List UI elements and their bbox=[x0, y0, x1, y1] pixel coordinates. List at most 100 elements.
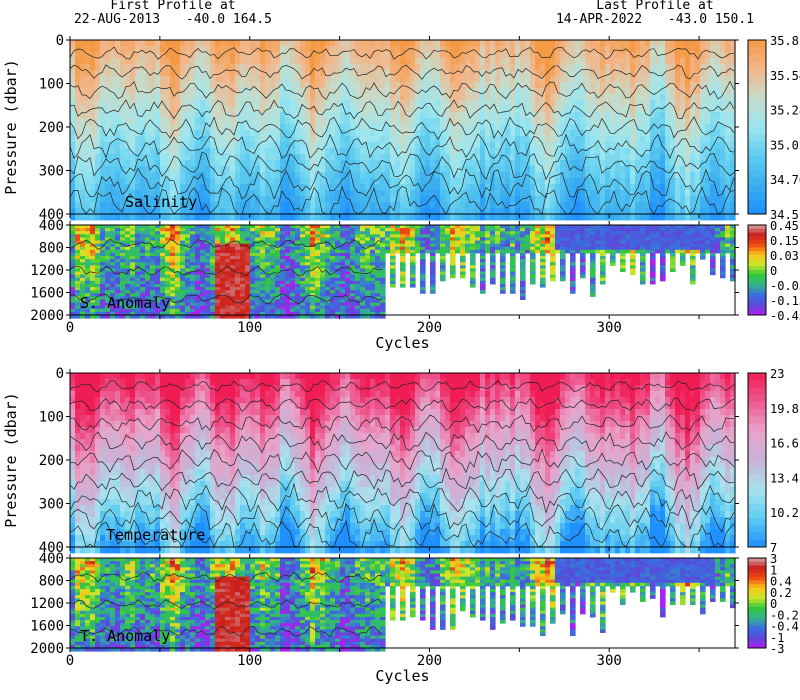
temperature-anomaly-colorbar-label: -3 bbox=[770, 642, 784, 656]
salinity-contour-line bbox=[69, 133, 735, 159]
temperature-colorbar-label: 10.2 bbox=[770, 506, 799, 520]
temperature-anomaly-colorbar-label: -1 bbox=[770, 631, 784, 645]
temperature-contour-line bbox=[69, 482, 735, 514]
salinity-ytick-label: 300 bbox=[39, 164, 64, 180]
salinity-colorbar-label: 35.54 bbox=[770, 69, 800, 83]
temperature-anomaly-colorbar-frame bbox=[747, 557, 767, 649]
temperature-anomaly-colorbar-label: -0.2 bbox=[770, 608, 799, 622]
temperature-anomaly-ytick-label: 800 bbox=[39, 574, 64, 590]
temperature-ytick-label: 0 bbox=[56, 366, 64, 382]
temperature-contour-line bbox=[69, 466, 735, 493]
first-profile-title: First Profile at bbox=[110, 0, 236, 13]
salinity-contour-line bbox=[69, 151, 735, 181]
salinity-anomaly-ytick-label: 2000 bbox=[30, 308, 64, 324]
salinity-anomaly-colorbar-label: 0.45 bbox=[770, 219, 799, 233]
last-profile-date: 14-APR-2022 bbox=[555, 12, 643, 27]
temperature-anomaly-colorbar-label: 1 bbox=[770, 563, 777, 577]
salinity-anomaly-colorbar-label: -0.03 bbox=[770, 279, 800, 293]
temperature-anomaly-ytick-label: 2000 bbox=[30, 641, 64, 657]
salinity-colorbar-label: 35.02 bbox=[770, 138, 800, 152]
last-profile-header: Last Profile at 14-APR-2022 -43.0 150.1 bbox=[540, 0, 770, 27]
salinity-ytick-label: 100 bbox=[39, 77, 64, 93]
temperature-colorbar: 7 10.2 13.4 16.6 19.8 23 bbox=[747, 367, 799, 555]
salinity-anomaly-xtick-label: 300 bbox=[597, 320, 622, 336]
salinity-anomaly-xtick-label: 200 bbox=[417, 320, 442, 336]
salinity-ytick-label: 200 bbox=[39, 120, 64, 136]
salinity-anomaly-colorbar-label: -0.45 bbox=[770, 309, 800, 323]
temperature-anomaly-contour-line bbox=[69, 598, 383, 611]
salinity-anomaly-contour-line bbox=[69, 265, 383, 277]
temperature-anomaly-label: T. Anomaly bbox=[80, 627, 170, 645]
temperature-contour-line bbox=[69, 396, 735, 413]
temperature-anomaly-colorbar-label: 0 bbox=[770, 597, 777, 611]
temperature-anomaly-xtick-label: 0 bbox=[66, 653, 74, 669]
salinity-contour-line bbox=[69, 99, 735, 120]
salinity-colorbar-label: 34.76 bbox=[770, 173, 800, 187]
salinity-contour-line bbox=[69, 167, 735, 200]
salinity-anomaly-colorbar-frame bbox=[747, 224, 767, 316]
temperature-colorbar-label: 7 bbox=[770, 541, 777, 555]
first-profile-date: 22-AUG-2013 bbox=[73, 12, 161, 27]
salinity-ylabel: Pressure (dbar) bbox=[2, 59, 20, 194]
salinity-anomaly-contour-line bbox=[69, 238, 383, 250]
salinity-colorbar-frame bbox=[747, 39, 767, 215]
temperature-contour-line bbox=[69, 379, 735, 393]
salinity-anomaly-contour-line bbox=[69, 293, 383, 305]
salinity-contour-line bbox=[69, 185, 735, 215]
salinity-anomaly-ytick-label: 1600 bbox=[30, 286, 64, 302]
salinity-anomaly-ytick-label: 1200 bbox=[30, 263, 64, 279]
salinity-colorbar-label: 34.5 bbox=[770, 208, 799, 222]
temperature-anomaly-xlabel: Cycles bbox=[375, 667, 429, 685]
last-profile-title: Last Profile at bbox=[596, 0, 714, 13]
salinity-anomaly-colorbar-label: 0 bbox=[770, 264, 777, 278]
salinity-contour-line bbox=[69, 64, 735, 80]
salinity-colorbar-label: 35.28 bbox=[770, 104, 800, 118]
temperature-anomaly-colorbar-label: 0.4 bbox=[770, 575, 792, 589]
temperature-anomaly-colorbar-label: 3 bbox=[770, 552, 777, 566]
salinity-anomaly-xtick-label: 100 bbox=[237, 320, 262, 336]
temperature-anomaly-ytick-label: 1600 bbox=[30, 619, 64, 635]
salinity-contours bbox=[69, 46, 735, 215]
salinity-contour-line bbox=[69, 80, 735, 101]
temperature-anomaly-colorbar-label: 0.2 bbox=[770, 586, 792, 600]
salinity-anomaly-colorbar-label: 0.15 bbox=[770, 234, 799, 248]
salinity-colorbar: 34.5 34.76 35.02 35.28 35.54 35.8 bbox=[747, 34, 800, 222]
temperature-anomaly-ytick-label: 1200 bbox=[30, 596, 64, 612]
temperature-colorbar-label: 19.8 bbox=[770, 402, 799, 416]
salinity-anomaly-ytick-label: 400 bbox=[39, 218, 64, 234]
salinity-ytick-label: 400 bbox=[39, 207, 64, 223]
temperature-label: Temperature bbox=[106, 526, 205, 544]
salinity-anomaly-xlabel: Cycles bbox=[375, 334, 429, 352]
salinity-anomaly-label: S. Anomaly bbox=[80, 294, 170, 312]
temperature-anomaly-colorbar-label: -0.4 bbox=[770, 620, 799, 634]
temperature-contour-line bbox=[69, 448, 735, 474]
salinity-anomaly-xtick-label: 0 bbox=[66, 320, 74, 336]
first-profile-header: First Profile at 22-AUG-2013 -40.0 164.5 bbox=[58, 0, 288, 27]
temperature-panel: 0 100 200 300 400 Pressure (dbar) Temperature 7… bbox=[2, 366, 799, 556]
salinity-anomaly-contours bbox=[69, 238, 383, 305]
temperature-colorbar-label: 13.4 bbox=[770, 471, 799, 485]
temperature-anomaly-xtick-label: 100 bbox=[237, 653, 262, 669]
temperature-ytick-label: 200 bbox=[39, 453, 64, 469]
temperature-anomaly-colorbar: 310.40.20-0.2-0.4-1-3 bbox=[747, 552, 799, 656]
salinity-anomaly-ytick-label: 800 bbox=[39, 241, 64, 257]
temperature-anomaly-contour-line bbox=[69, 571, 383, 583]
salinity-panel: 0 100 200 300 400 Pressure (dbar) Salinity 34.5… bbox=[2, 33, 800, 223]
first-profile-coords: -40.0 164.5 bbox=[185, 12, 272, 27]
temperature-contour-line bbox=[69, 501, 735, 533]
salinity-contour-line bbox=[69, 46, 735, 60]
temperature-colorbar-frame bbox=[747, 372, 767, 548]
temperature-anomaly-xtick-label: 200 bbox=[417, 653, 442, 669]
temperature-colorbar-label: 16.6 bbox=[770, 437, 799, 451]
temperature-anomaly-contours bbox=[69, 571, 383, 638]
salinity-ytick-label: 0 bbox=[56, 33, 64, 49]
temperature-contours bbox=[69, 379, 735, 548]
temperature-ytick-label: 400 bbox=[39, 540, 64, 556]
last-profile-coords: -43.0 150.1 bbox=[667, 12, 754, 27]
temperature-anomaly-xtick-label: 300 bbox=[597, 653, 622, 669]
salinity-label: Salinity bbox=[125, 193, 197, 211]
salinity-anomaly-colorbar-label: 0.03 bbox=[770, 249, 799, 263]
